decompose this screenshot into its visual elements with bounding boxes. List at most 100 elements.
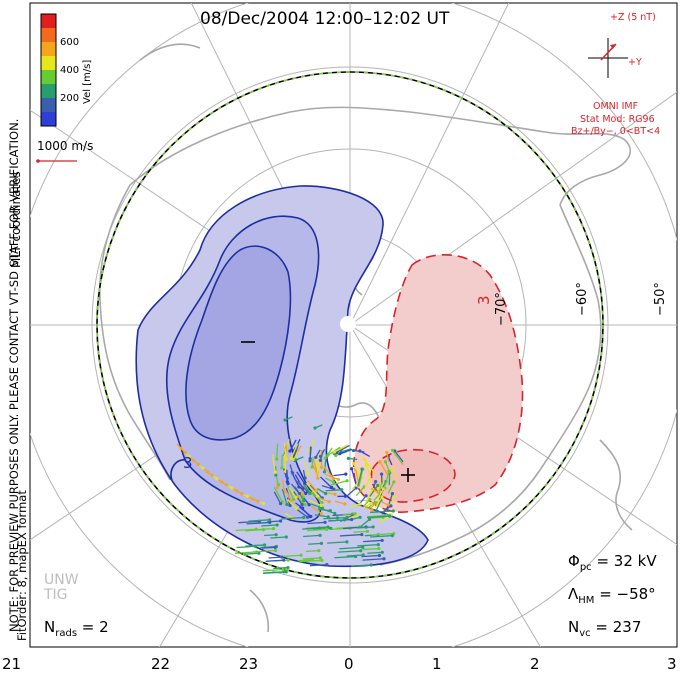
colorbar-segment (41, 84, 56, 99)
velocity-vector (367, 515, 390, 519)
velocity-vector-origin (332, 477, 336, 481)
velocity-vector (308, 542, 322, 545)
velocity-vector-origin (361, 553, 365, 557)
velocity-vector (324, 447, 333, 459)
velocity-vector-origin (319, 511, 323, 516)
velocity-vector-origin (335, 516, 340, 520)
velocity-vector-origin (368, 497, 372, 502)
velocity-vector (253, 527, 274, 531)
velocity-vector (377, 488, 384, 500)
velocity-vector (283, 453, 287, 472)
velocity-vector (358, 469, 364, 487)
velocity-vector-origin (385, 450, 389, 454)
velocity-vector (351, 468, 357, 486)
velocity-vector-origin (392, 480, 396, 484)
velocity-vector (279, 554, 302, 558)
velocity-vector-origin (380, 538, 384, 543)
velocity-vector-origin (345, 540, 349, 544)
velocity-vector (267, 520, 281, 523)
velocity-vector-origin (300, 492, 305, 496)
velocity-vector-origin (285, 502, 289, 507)
velocity-vector (339, 546, 363, 550)
velocity-vector (303, 534, 321, 538)
velocity-vector-origin (274, 473, 278, 477)
velocity-vector-origin (294, 458, 298, 462)
velocity-vector-origin (360, 467, 364, 471)
scale-vector (36, 159, 77, 163)
mlt-label-3: 3 (667, 655, 677, 673)
velocity-vector (235, 551, 257, 554)
velocity-vector-origin (364, 494, 368, 498)
velocity-vector-origin (307, 503, 311, 507)
velocity-vector-origin (318, 556, 323, 560)
velocity-vector-origin (374, 479, 378, 484)
vector-count: Nvc = 237 (568, 618, 642, 639)
velocity-vector-origin (275, 523, 279, 527)
velocity-vector (268, 556, 282, 559)
velocity-vector (341, 448, 352, 453)
velocity-vector-origin (391, 509, 395, 513)
velocity-vector-origin (370, 508, 374, 512)
velocity-vector (261, 546, 276, 549)
velocity-vector (246, 521, 270, 525)
velocity-vector (357, 468, 363, 487)
velocity-vector (301, 508, 311, 517)
velocity-vector-origin (353, 554, 358, 559)
colorbar-segment (41, 42, 56, 57)
velocity-vector-origin (302, 515, 306, 520)
velocity-vector-origin (261, 501, 266, 506)
velocity-vector-origin (324, 491, 328, 496)
velocity-vector-origin (377, 546, 381, 551)
velocity-colorbar (41, 14, 56, 127)
velocity-vector-origin (276, 483, 281, 487)
velocity-vector-origin (376, 490, 380, 494)
velocity-vector-origin (319, 541, 324, 545)
velocity-vector (265, 559, 284, 562)
velocity-vector-origin (376, 483, 380, 487)
velocity-vector-origin (367, 517, 372, 521)
velocity-vector (310, 503, 323, 509)
velocity-vector (390, 495, 395, 506)
velocity-vector-origin (358, 515, 362, 519)
velocity-vector-origin (314, 488, 318, 493)
velocity-vector (334, 444, 348, 453)
velocity-vector-origin (365, 529, 370, 533)
velocity-vector-origin (303, 503, 307, 507)
velocity-vector-origin (256, 499, 260, 503)
velocity-colorbar-frame (40, 13, 57, 127)
velocity-vector (304, 461, 310, 475)
latitude-label-70: −70° (494, 292, 509, 326)
mlt-label-23: 23 (239, 655, 259, 673)
velocity-vector-origin (205, 470, 210, 474)
heppner-maynard-boundary-dash (96, 71, 604, 579)
velocity-vector (334, 555, 356, 559)
velocity-vector-origin (392, 494, 396, 498)
velocity-vector-origin (271, 527, 276, 531)
velocity-vector-origin (179, 446, 183, 450)
velocity-vector (374, 500, 382, 513)
velocity-vector (364, 488, 374, 504)
velocity-vector (294, 478, 308, 492)
velocity-vector (334, 500, 346, 505)
latitude-label-60: −60° (575, 282, 590, 316)
velocity-vector (285, 490, 292, 501)
velocity-vector (394, 450, 404, 463)
velocity-vector (316, 460, 320, 475)
velocity-vector (286, 469, 289, 482)
velocity-vector (270, 536, 287, 539)
velocity-vector-origin (351, 461, 356, 466)
fit-order-note: FitOrder: 8, mapEX format (15, 490, 29, 641)
velocity-vector (273, 491, 282, 504)
velocity-vector (312, 493, 323, 504)
velocity-vector (273, 486, 283, 503)
velocity-vector-origin (333, 511, 337, 516)
velocity-vector-origin (285, 480, 289, 484)
velocity-vector-origin (183, 450, 187, 455)
velocity-vector-origin (273, 548, 278, 553)
velocity-vector-origin (235, 489, 239, 493)
colorbar-tick-400: 400 (60, 65, 80, 76)
velocity-vector-origin (344, 472, 348, 476)
velocity-vector (323, 458, 327, 472)
velocity-vector (325, 489, 342, 492)
velocity-vector-origin (268, 518, 272, 522)
